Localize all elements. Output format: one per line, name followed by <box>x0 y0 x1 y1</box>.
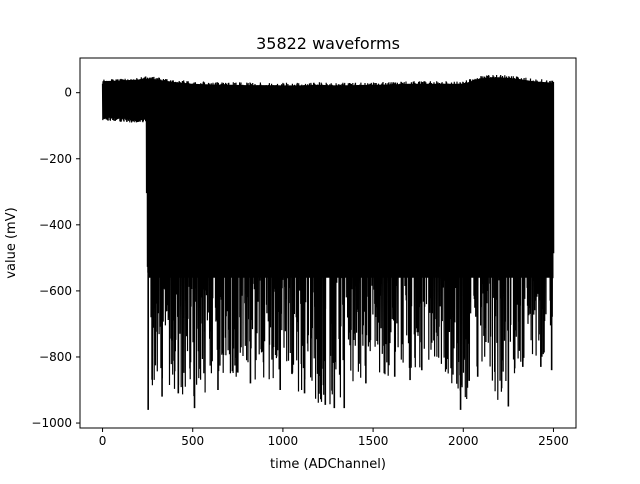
y-tick-label: −200 <box>39 152 72 166</box>
x-tick-label: 500 <box>181 434 204 448</box>
waveform-early-band <box>102 77 147 120</box>
y-tick-label: −1000 <box>31 416 72 430</box>
plot-frame <box>79 57 577 429</box>
x-axis: 0 500 1000 1500 2000 2500 <box>99 428 569 448</box>
y-axis: 0 −200 −400 −600 −800 −1000 <box>31 86 80 430</box>
y-axis-label: value (mV) <box>4 207 19 278</box>
x-tick-label: 1500 <box>358 434 389 448</box>
y-tick-label: 0 <box>64 86 72 100</box>
waveform-dense-band <box>146 77 554 278</box>
y-tick-label: −800 <box>39 350 72 364</box>
chart-title: 35822 waveforms <box>256 34 400 53</box>
y-tick-label: −600 <box>39 284 72 298</box>
y-tick-label: −400 <box>39 218 72 232</box>
plot-area <box>101 74 555 410</box>
x-tick-label: 2000 <box>448 434 479 448</box>
x-tick-label: 1000 <box>268 434 299 448</box>
x-tick-label: 2500 <box>538 434 569 448</box>
x-axis-label: time (ADChannel) <box>270 457 386 472</box>
x-tick-label: 0 <box>99 434 107 448</box>
